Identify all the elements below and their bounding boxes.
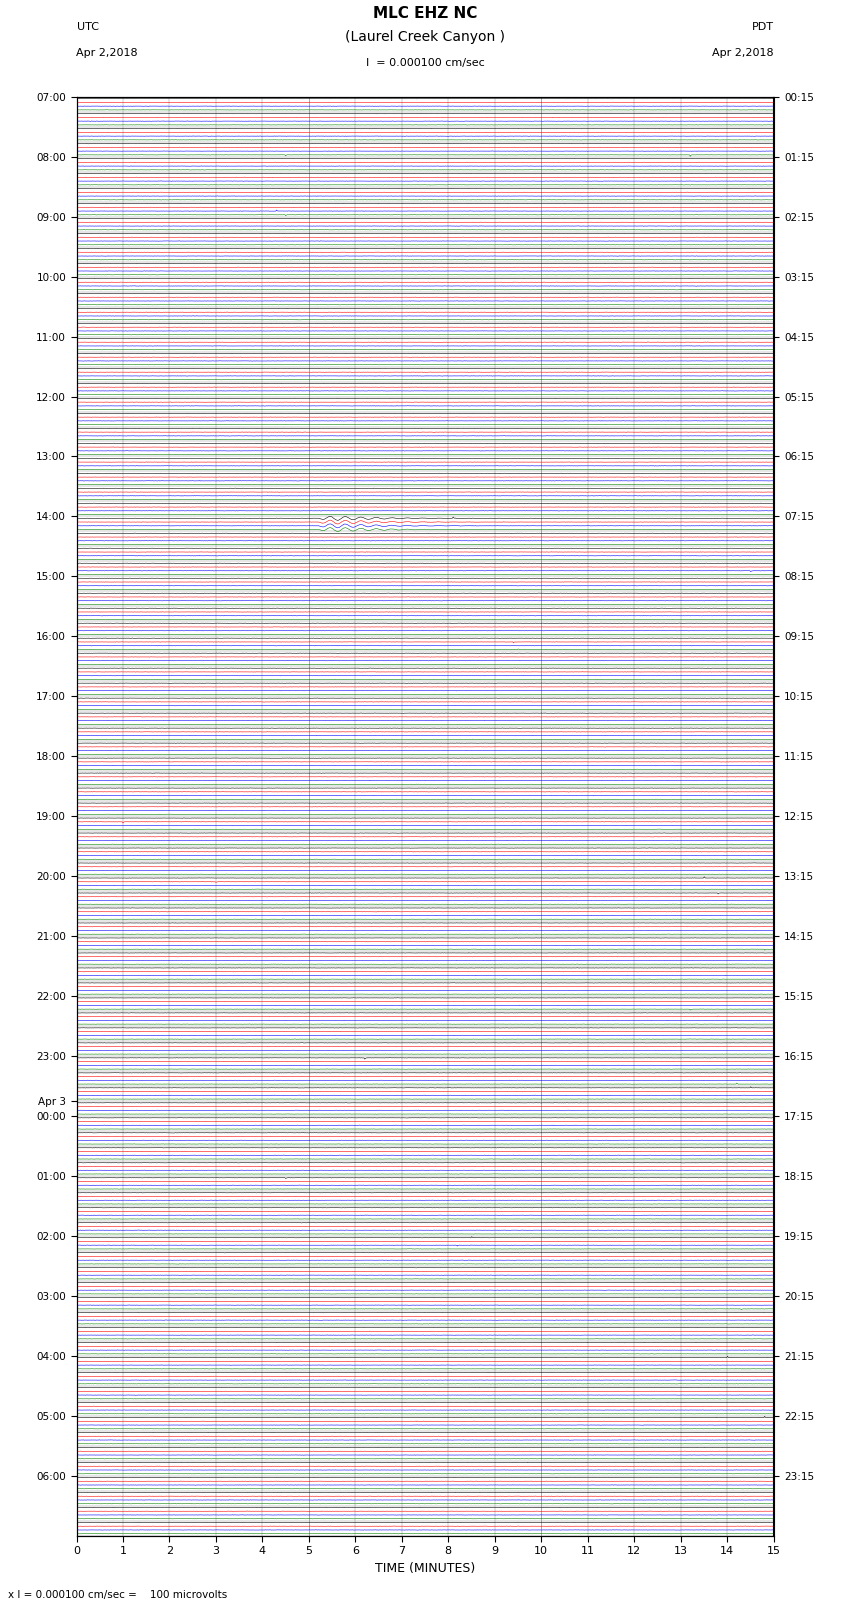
Text: x I = 0.000100 cm/sec =    100 microvolts: x I = 0.000100 cm/sec = 100 microvolts — [8, 1590, 228, 1600]
Text: PDT: PDT — [751, 23, 774, 32]
Text: Apr 2,2018: Apr 2,2018 — [711, 48, 774, 58]
X-axis label: TIME (MINUTES): TIME (MINUTES) — [375, 1561, 475, 1574]
Text: I  = 0.000100 cm/sec: I = 0.000100 cm/sec — [366, 58, 484, 68]
Text: UTC: UTC — [76, 23, 99, 32]
Text: (Laurel Creek Canyon ): (Laurel Creek Canyon ) — [345, 29, 505, 44]
Text: MLC EHZ NC: MLC EHZ NC — [373, 6, 477, 21]
Text: Apr 2,2018: Apr 2,2018 — [76, 48, 138, 58]
